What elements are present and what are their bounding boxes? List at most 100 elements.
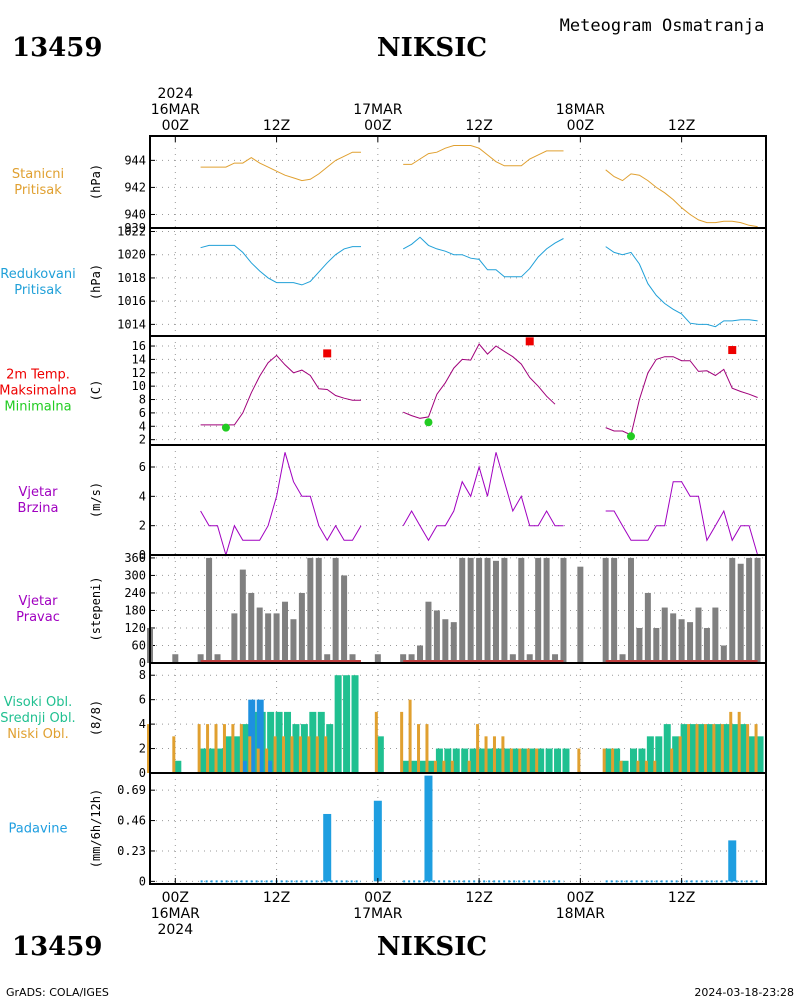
time-label-top: 12Z [465,118,492,134]
time-label-top: 17MAR [353,102,402,118]
direction-bar [282,601,289,663]
low-cloud-bar [374,711,378,773]
direction-bar [687,622,694,663]
panel-frame [149,772,767,885]
y-tick-label: 1016 [117,294,146,308]
direction-bar [298,592,305,663]
high-cloud-bar [292,724,300,773]
direction-bar [746,557,753,663]
y-axis-unit: (8/8) [89,700,103,736]
high-cloud-bar [621,760,629,773]
y-tick-label: 0.46 [117,814,146,828]
high-cloud-bar [174,760,182,773]
direction-bar [518,557,525,663]
high-cloud-bar [638,748,646,773]
y-tick-label: 1020 [117,248,146,262]
high-cloud-bar [478,748,486,773]
high-cloud-bar [756,736,764,773]
direction-bar [206,557,213,663]
high-cloud-bar [689,724,697,773]
timestamp-text: 2024-03-18-23:28 [694,986,794,999]
low-cloud-bar [535,748,539,773]
low-cloud-bar [239,724,243,773]
direction-bar [611,557,618,663]
high-cloud-bar [241,724,249,773]
direction-bar [273,613,280,663]
y-tick-label: 6 [139,460,146,474]
low-cloud-bar [400,711,404,773]
high-cloud-bar [680,724,688,773]
y-tick-label: 120 [124,621,146,635]
high-cloud-bar [351,675,359,773]
direction-bar [349,654,356,663]
direction-bar [172,654,179,663]
high-cloud-bar [655,736,663,773]
high-cloud-bar [410,760,418,773]
direction-bar [737,563,744,663]
direction-bar [678,619,685,663]
direction-bar [543,557,550,663]
high-cloud-bar [562,748,570,773]
time-label-top: 12Z [668,118,695,134]
time-label-bottom: 12Z [465,890,492,906]
panel-label: Pravac [16,610,60,625]
y-axis-unit: (m/s) [89,482,103,518]
high-cloud-bar [300,724,308,773]
high-cloud-bar [427,760,435,773]
high-cloud-bar [343,675,351,773]
low-cloud-bar [206,724,210,773]
low-cloud-bar [644,760,648,773]
high-cloud-bar [722,724,730,773]
low-cloud-bar [712,724,716,773]
y-tick-label: 12 [132,366,146,380]
time-label-bottom: 00Z [162,890,189,906]
panel-frame [149,227,767,337]
series-line [605,356,758,436]
high-cloud-bar [216,748,224,773]
low-cloud-bar [408,699,412,773]
meteogram-panels: 944942940939(hPa)StanicniPritisak1022102… [0,135,767,888]
series-line [402,452,564,542]
direction-bar [501,557,508,663]
y-tick-label: 14 [132,352,146,366]
low-cloud-bar [703,724,707,773]
high-cloud-bar [233,736,241,773]
min-temp-marker [626,432,635,441]
low-cloud-bar [619,760,623,773]
mid-cloud-bar [239,760,247,773]
direction-bar [476,557,483,663]
credit-text: GrADS: COLA/IGES [6,986,109,999]
direction-bar [324,654,331,663]
direction-bar [729,557,736,663]
series-line [605,169,758,228]
time-label-top: 16MAR [151,102,200,118]
y-tick-label: 1018 [117,271,146,285]
low-cloud-bar [501,736,505,773]
low-cloud-bar [307,736,311,773]
direction-bar [450,622,457,663]
panel-label: Visoki Obl. [4,695,72,710]
direction-bar [248,592,255,663]
high-cloud-bar [224,736,232,773]
direction-bar [492,560,499,663]
y-tick-label: 6 [139,693,146,707]
y-tick-label: 2 [139,519,146,533]
high-cloud-bar [334,675,342,773]
station-name-top: NIKSIC [377,33,487,63]
high-cloud-bar [267,711,275,773]
series-line [200,244,361,286]
precip-bar [728,840,737,882]
high-cloud-bar [419,760,427,773]
y-tick-label: 940 [124,207,146,221]
time-label-top: 12Z [263,118,290,134]
high-cloud-bar [520,748,528,773]
panel-frame [149,335,767,446]
low-cloud-bar [678,736,682,773]
low-cloud-bar [425,724,429,773]
